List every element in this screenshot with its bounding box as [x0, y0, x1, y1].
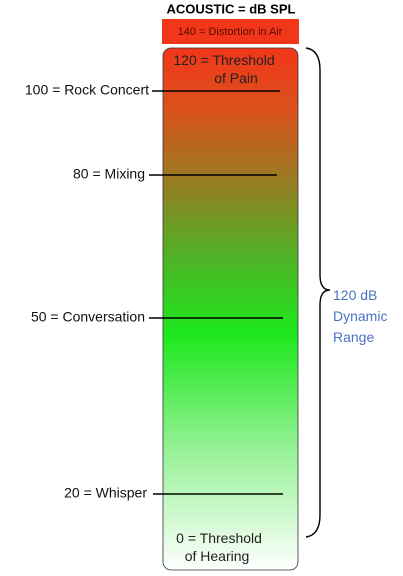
- top-box-label: 140 = Distortion in Air: [178, 26, 283, 38]
- top-box: [162, 19, 299, 44]
- level-label: 80 = Mixing: [73, 166, 145, 182]
- range-brace: [305, 47, 331, 538]
- bottom-label: 0 = Threshold of Hearing: [176, 530, 266, 564]
- title: ACOUSTIC = dB SPL: [167, 1, 296, 16]
- level-label: 100 = Rock Concert: [25, 82, 149, 98]
- level-bar: [162, 47, 299, 571]
- range-label: 120 dB Dynamic Range: [333, 287, 391, 345]
- top-label: 120 = Threshold of Pain: [173, 52, 278, 86]
- level-label: 50 = Conversation: [31, 309, 145, 325]
- level-label: 20 = Whisper: [64, 485, 147, 501]
